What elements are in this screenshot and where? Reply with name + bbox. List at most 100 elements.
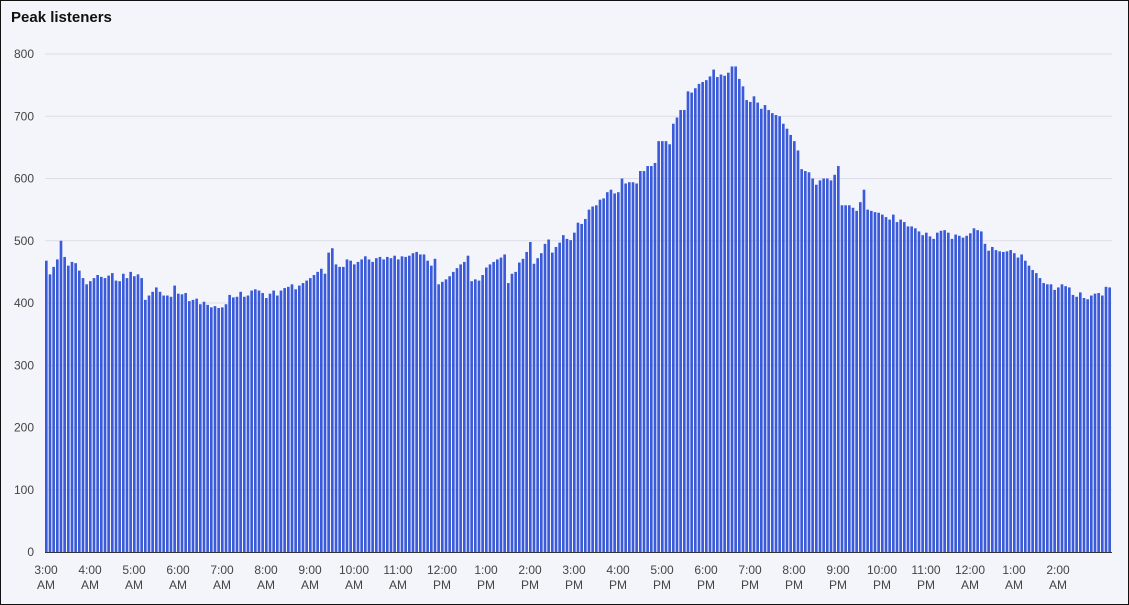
bar[interactable] [932, 238, 935, 552]
bar[interactable] [100, 276, 103, 552]
bar[interactable] [122, 273, 125, 552]
bar[interactable] [155, 287, 158, 552]
bar[interactable] [708, 76, 712, 552]
bar[interactable] [107, 275, 110, 552]
bar[interactable] [771, 113, 774, 552]
bar[interactable] [855, 210, 858, 552]
bar[interactable] [111, 273, 114, 552]
bar[interactable] [969, 233, 972, 552]
bar[interactable] [1027, 265, 1031, 552]
bar[interactable] [800, 169, 803, 552]
bar[interactable] [59, 240, 63, 552]
bar[interactable] [224, 304, 228, 552]
bar[interactable] [158, 291, 162, 552]
bar[interactable] [1053, 289, 1056, 552]
bar[interactable] [1064, 286, 1067, 552]
bar[interactable] [246, 295, 250, 552]
bar[interactable] [525, 251, 528, 552]
bar[interactable] [910, 226, 913, 552]
bar[interactable] [305, 280, 308, 552]
bar[interactable] [481, 274, 484, 552]
bar[interactable] [485, 267, 488, 552]
bar[interactable] [507, 283, 510, 552]
bar[interactable] [499, 257, 503, 552]
bar[interactable] [1005, 251, 1009, 552]
bar[interactable] [914, 228, 917, 553]
bar[interactable] [778, 116, 781, 552]
bar[interactable] [426, 260, 429, 552]
bar[interactable] [576, 222, 580, 552]
bar[interactable] [162, 295, 165, 552]
bar[interactable] [63, 256, 66, 552]
bar[interactable] [613, 193, 616, 552]
bar[interactable] [815, 184, 818, 552]
bar[interactable] [756, 102, 759, 552]
bar[interactable] [1049, 284, 1053, 552]
bar[interactable] [48, 274, 52, 552]
bar[interactable] [606, 192, 609, 552]
bar[interactable] [375, 258, 378, 552]
bar[interactable] [598, 199, 602, 552]
bar[interactable] [452, 271, 455, 553]
bar[interactable] [114, 280, 118, 552]
bar[interactable] [862, 189, 866, 552]
bar[interactable] [411, 253, 415, 552]
bar[interactable] [400, 256, 404, 552]
bar[interactable] [690, 92, 693, 552]
bar[interactable] [965, 235, 968, 552]
bar[interactable] [844, 205, 847, 552]
bar[interactable] [745, 100, 748, 552]
bar[interactable] [349, 260, 352, 552]
bar[interactable] [397, 259, 400, 552]
bar[interactable] [437, 284, 440, 552]
bar[interactable] [624, 183, 627, 553]
bar[interactable] [906, 226, 910, 552]
bar[interactable] [1097, 293, 1100, 552]
bar[interactable] [697, 83, 701, 552]
bar[interactable] [972, 228, 976, 553]
bar[interactable] [140, 278, 143, 552]
bar[interactable] [628, 182, 631, 553]
bar[interactable] [683, 110, 686, 552]
bar[interactable] [536, 258, 539, 552]
bar[interactable] [514, 271, 517, 553]
bar[interactable] [672, 123, 675, 552]
bar[interactable] [646, 166, 649, 553]
bar[interactable] [78, 270, 81, 552]
bar[interactable] [56, 259, 59, 552]
bar[interactable] [521, 258, 525, 552]
bar[interactable] [312, 274, 316, 552]
bar[interactable] [895, 222, 899, 552]
bar[interactable] [961, 237, 965, 552]
bar[interactable] [1042, 283, 1045, 552]
bar[interactable] [177, 293, 180, 552]
bar[interactable] [609, 189, 613, 552]
bar[interactable] [1038, 278, 1042, 552]
bar[interactable] [774, 115, 778, 552]
bar[interactable] [261, 293, 264, 552]
bar[interactable] [730, 66, 734, 552]
bar[interactable] [503, 254, 506, 552]
bar[interactable] [81, 278, 85, 552]
bar[interactable] [228, 294, 231, 552]
bar[interactable] [928, 236, 932, 552]
bar[interactable] [283, 288, 286, 552]
bar[interactable] [884, 217, 888, 552]
bar[interactable] [1075, 296, 1078, 552]
bar[interactable] [1104, 286, 1108, 552]
bar[interactable] [243, 296, 246, 552]
bar[interactable] [488, 264, 492, 552]
bar[interactable] [532, 263, 536, 552]
bar[interactable] [45, 260, 48, 552]
bar[interactable] [551, 252, 554, 552]
bar[interactable] [767, 110, 770, 552]
bar[interactable] [371, 261, 374, 552]
bar[interactable] [1108, 287, 1111, 552]
bar[interactable] [888, 219, 891, 552]
bar[interactable] [976, 230, 979, 553]
bar[interactable] [1002, 251, 1005, 552]
bar[interactable] [382, 259, 385, 552]
bar[interactable] [272, 290, 275, 552]
bar[interactable] [584, 218, 587, 552]
bar[interactable] [166, 295, 169, 552]
